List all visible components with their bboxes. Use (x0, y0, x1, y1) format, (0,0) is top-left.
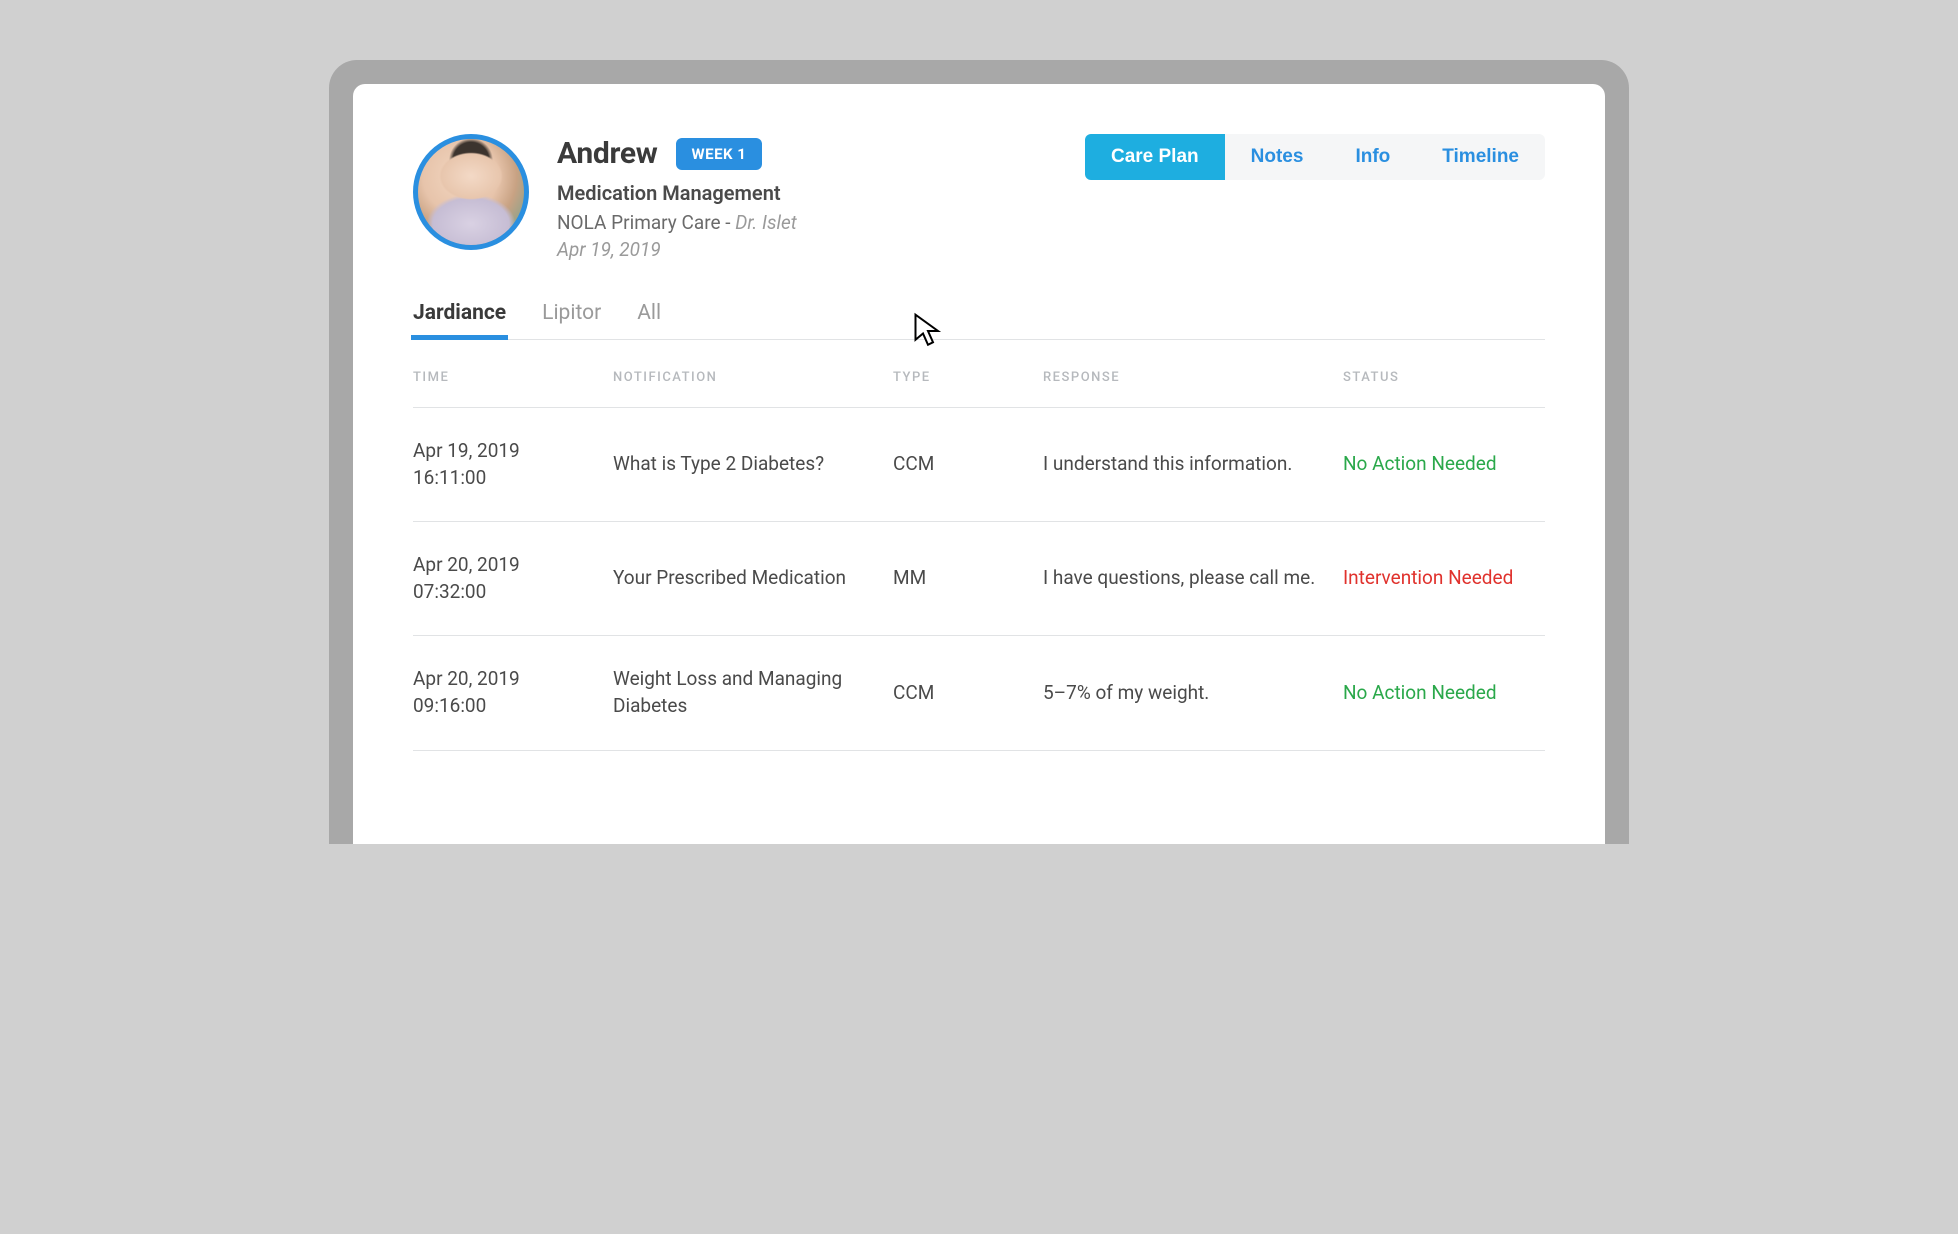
app-screen: Andrew WEEK 1 Medication Management NOLA… (353, 84, 1605, 844)
th-response: RESPONSE (1043, 370, 1323, 385)
record-date: Apr 19, 2019 (557, 238, 1057, 261)
week-badge: WEEK 1 (676, 138, 763, 170)
cell-type: CCM (893, 451, 1023, 478)
cell-time: Apr 20, 201909:16:00 (413, 666, 593, 719)
nav-tab-info[interactable]: Info (1329, 134, 1416, 180)
cell-time: Apr 20, 201907:32:00 (413, 552, 593, 605)
nav-tab-notes[interactable]: Notes (1225, 134, 1330, 180)
provider-line: NOLA Primary Care - Dr. Islet (557, 211, 1057, 234)
program-title: Medication Management (557, 181, 1057, 205)
activity-table: TIME NOTIFICATION TYPE RESPONSE STATUS Apr 1… (413, 340, 1545, 751)
th-time: TIME (413, 370, 593, 385)
table-row[interactable]: Apr 20, 201907:32:00 Your Prescribed Medi… (413, 522, 1545, 636)
cell-notification: Your Prescribed Medication (613, 565, 873, 592)
table-header: TIME NOTIFICATION TYPE RESPONSE STATUS (413, 340, 1545, 408)
patient-meta: Andrew WEEK 1 Medication Management NOLA… (557, 134, 1057, 261)
nav-tab-timeline[interactable]: Timeline (1416, 134, 1545, 180)
cell-response: 5–7% of my weight. (1043, 680, 1323, 707)
medication-tabs: Jardiance Lipitor All (413, 293, 1545, 340)
cell-status: Intervention Needed (1343, 565, 1545, 592)
cell-response: I have questions, please call me. (1043, 565, 1323, 592)
patient-avatar[interactable] (413, 134, 529, 250)
cell-status: No Action Needed (1343, 451, 1545, 478)
cell-type: MM (893, 565, 1023, 592)
section-nav: Care PlanNotesInfoTimeline (1085, 134, 1545, 180)
provider-separator: - (721, 211, 736, 234)
med-tab-jardiance[interactable]: Jardiance (413, 293, 506, 339)
patient-header: Andrew WEEK 1 Medication Management NOLA… (413, 134, 1545, 261)
med-tab-lipitor[interactable]: Lipitor (542, 293, 601, 339)
cell-notification: What is Type 2 Diabetes? (613, 451, 873, 478)
cell-notification: Weight Loss and Managing Diabetes (613, 666, 873, 719)
device-frame: Andrew WEEK 1 Medication Management NOLA… (329, 60, 1629, 844)
cell-type: CCM (893, 680, 1023, 707)
nav-tab-care-plan[interactable]: Care Plan (1085, 134, 1225, 180)
clinic-name: NOLA Primary Care (557, 211, 721, 234)
cell-time: Apr 19, 201916:11:00 (413, 438, 593, 491)
cell-status: No Action Needed (1343, 680, 1545, 707)
cell-response: I understand this information. (1043, 451, 1323, 478)
doctor-name: Dr. Islet (735, 211, 797, 234)
table-row[interactable]: Apr 19, 201916:11:00 What is Type 2 Diabe… (413, 408, 1545, 522)
patient-name: Andrew (557, 136, 658, 171)
table-row[interactable]: Apr 20, 201909:16:00 Weight Loss and Mana… (413, 636, 1545, 750)
patient-name-row: Andrew WEEK 1 (557, 136, 1057, 171)
th-status: STATUS (1343, 370, 1545, 385)
th-notification: NOTIFICATION (613, 370, 873, 385)
th-type: TYPE (893, 370, 1023, 385)
med-tab-all[interactable]: All (637, 293, 661, 339)
